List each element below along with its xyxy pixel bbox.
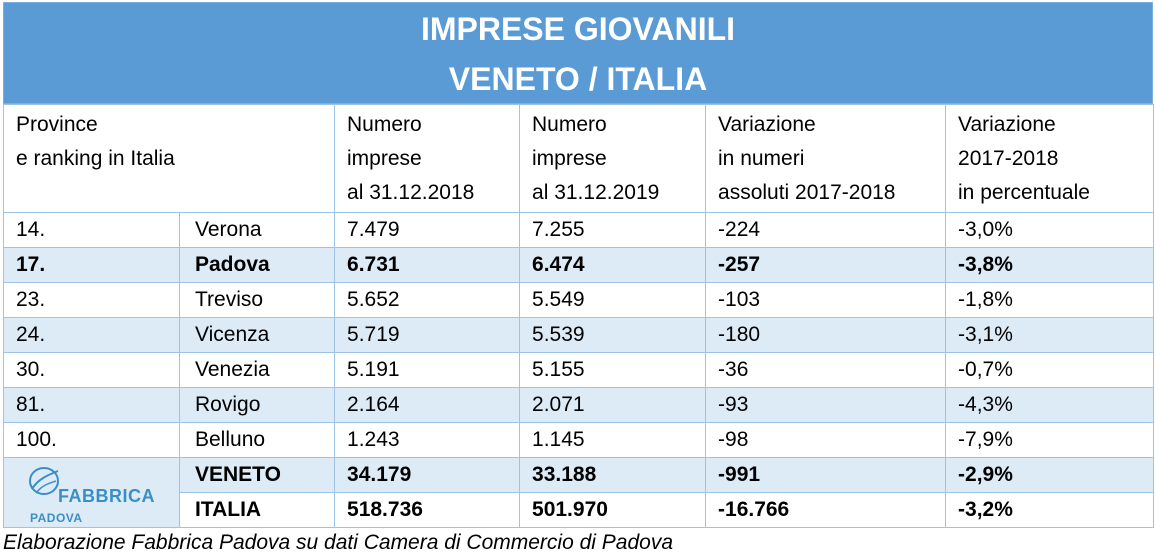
rank-cell: 17. bbox=[3, 247, 180, 283]
table-row: 23. Treviso 5.652 5.549 -103 -1,8% bbox=[3, 282, 1155, 318]
pct-cell: -3,2% bbox=[945, 492, 1155, 528]
logo-mark-icon bbox=[29, 466, 59, 495]
header-row: Province e ranking in Italia Numero impr… bbox=[2, 104, 1155, 213]
value-2019-cell: 33.188 bbox=[519, 457, 707, 493]
header-2018: Numero imprese al 31.12.2018 bbox=[334, 104, 521, 213]
diff-cell: -36 bbox=[705, 352, 947, 388]
diff-cell: -98 bbox=[705, 422, 947, 458]
pct-cell: -0,7% bbox=[945, 352, 1155, 388]
value-2018-cell: 5.191 bbox=[334, 352, 521, 388]
pct-cell: -3,1% bbox=[945, 317, 1155, 353]
total-row-veneto: FABBRICA PADOVA VENETO 34.179 33.188 -99… bbox=[3, 457, 1155, 528]
header-variation-abs: Variazione in numeri assoluti 2017-2018 bbox=[705, 104, 947, 213]
diff-cell: -257 bbox=[705, 247, 947, 283]
table-row: 24. Vicenza 5.719 5.539 -180 -3,1% bbox=[3, 317, 1155, 353]
table-row: 81. Rovigo 2.164 2.071 -93 -4,3% bbox=[3, 387, 1155, 423]
value-2019-cell: 5.539 bbox=[519, 317, 707, 353]
pct-cell: -4,3% bbox=[945, 387, 1155, 423]
logo-cell: FABBRICA PADOVA bbox=[3, 457, 180, 528]
province-cell: Vicenza bbox=[178, 317, 336, 353]
rank-cell: 81. bbox=[3, 387, 180, 423]
title-line-1: IMPRESE GIOVANILI bbox=[420, 11, 736, 47]
value-2018-cell: 2.164 bbox=[334, 387, 521, 423]
province-cell: Treviso bbox=[178, 282, 336, 318]
table-row: 100. Belluno 1.243 1.145 -98 -7,9% bbox=[3, 422, 1155, 458]
pct-cell: -3,0% bbox=[945, 212, 1155, 248]
diff-cell: -224 bbox=[705, 212, 947, 248]
table-container: IMPRESE GIOVANILI VENETO / ITALIA Provin… bbox=[2, 2, 1155, 528]
table-row: 30. Venezia 5.191 5.155 -36 -0,7% bbox=[3, 352, 1155, 388]
logo-city: PADOVA bbox=[30, 510, 83, 525]
rank-cell: 14. bbox=[3, 212, 180, 248]
total-name-cell: VENETO bbox=[178, 457, 336, 493]
fabbrica-padova-logo: FABBRICA PADOVA bbox=[14, 463, 164, 525]
province-cell: Verona bbox=[178, 212, 336, 248]
header-province: Province e ranking in Italia bbox=[2, 104, 336, 213]
rank-cell: 30. bbox=[3, 352, 180, 388]
province-cell: Venezia bbox=[178, 352, 336, 388]
value-2018-cell: 1.243 bbox=[334, 422, 521, 458]
diff-cell: -93 bbox=[705, 387, 947, 423]
diff-cell: -16.766 bbox=[705, 492, 947, 528]
value-2018-cell: 34.179 bbox=[334, 457, 521, 493]
diff-cell: -991 bbox=[705, 457, 947, 493]
value-2018-cell: 5.652 bbox=[334, 282, 521, 318]
header-2019: Numero imprese al 31.12.2019 bbox=[519, 104, 707, 213]
diff-cell: -180 bbox=[705, 317, 947, 353]
pct-cell: -2,9% bbox=[945, 457, 1155, 493]
table-row: 17. Padova 6.731 6.474 -257 -3,8% bbox=[3, 247, 1155, 283]
source-footnote: Elaborazione Fabbrica Padova su dati Cam… bbox=[3, 531, 674, 554]
value-2019-cell: 2.071 bbox=[519, 387, 707, 423]
value-2019-cell: 501.970 bbox=[519, 492, 707, 528]
value-2019-cell: 7.255 bbox=[519, 212, 707, 248]
province-cell: Padova bbox=[178, 247, 336, 283]
value-2018-cell: 7.479 bbox=[334, 212, 521, 248]
province-cell: Belluno bbox=[178, 422, 336, 458]
value-2018-cell: 5.719 bbox=[334, 317, 521, 353]
value-2019-cell: 5.155 bbox=[519, 352, 707, 388]
value-2019-cell: 6.474 bbox=[519, 247, 707, 283]
total-row-italia: ITALIA 518.736 501.970 -16.766 -3,2% bbox=[4, 492, 1155, 528]
title-line-2: VENETO / ITALIA bbox=[448, 61, 708, 97]
table-row: 14. Verona 7.479 7.255 -224 -3,0% bbox=[3, 212, 1155, 248]
value-2019-cell: 1.145 bbox=[519, 422, 707, 458]
province-cell: Rovigo bbox=[178, 387, 336, 423]
pct-cell: -7,9% bbox=[945, 422, 1155, 458]
rank-cell: 23. bbox=[3, 282, 180, 318]
diff-cell: -103 bbox=[705, 282, 947, 318]
value-2018-cell: 518.736 bbox=[334, 492, 521, 528]
data-table: Province e ranking in Italia Numero impr… bbox=[2, 104, 1155, 528]
value-2019-cell: 5.549 bbox=[519, 282, 707, 318]
total-name-cell: ITALIA bbox=[178, 492, 336, 528]
pct-cell: -1,8% bbox=[945, 282, 1155, 318]
rank-cell: 24. bbox=[3, 317, 180, 353]
table-title: IMPRESE GIOVANILI VENETO / ITALIA bbox=[3, 2, 1153, 104]
rank-cell: 100. bbox=[3, 422, 180, 458]
pct-cell: -3,8% bbox=[945, 247, 1155, 283]
logo-brand: FABBRICA bbox=[58, 485, 155, 506]
header-variation-pct: Variazione 2017-2018 in percentuale bbox=[945, 104, 1155, 213]
value-2018-cell: 6.731 bbox=[334, 247, 521, 283]
